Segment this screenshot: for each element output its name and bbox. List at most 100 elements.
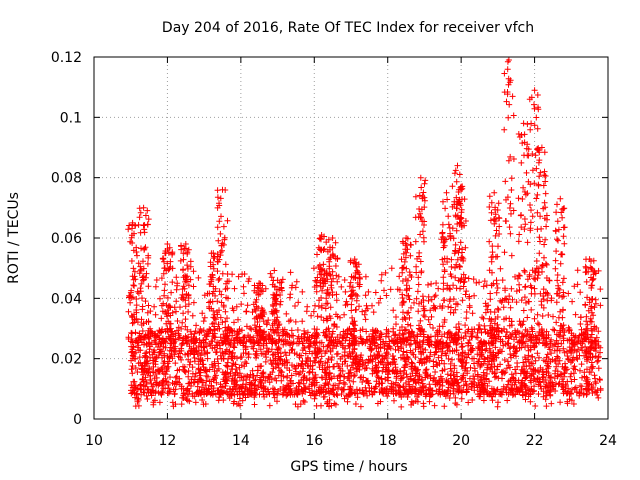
data-point (327, 347, 334, 354)
data-point (513, 385, 520, 392)
data-point (405, 378, 412, 385)
data-point (260, 391, 267, 397)
data-point (369, 302, 375, 309)
data-point (527, 219, 534, 226)
data-point (181, 368, 188, 375)
data-point (271, 267, 278, 274)
data-point (294, 335, 301, 342)
data-point (458, 352, 465, 359)
data-point (450, 390, 457, 397)
data-point (296, 380, 303, 387)
data-point (501, 70, 508, 77)
data-point (362, 273, 369, 280)
data-point (561, 370, 568, 376)
data-point (570, 401, 577, 407)
data-point (284, 374, 290, 381)
data-point (137, 229, 144, 236)
data-point (177, 354, 183, 361)
data-point (505, 381, 511, 388)
data-point (477, 339, 484, 346)
data-point (462, 322, 469, 329)
data-point (469, 397, 476, 403)
data-point (531, 87, 538, 94)
data-point (283, 310, 290, 317)
data-point (151, 303, 158, 310)
data-point (190, 379, 197, 386)
data-point (481, 322, 488, 329)
data-point (320, 343, 327, 350)
data-point (207, 342, 214, 349)
x-tick-label: 12 (159, 433, 177, 449)
data-point (415, 281, 422, 288)
data-point (195, 355, 202, 362)
data-point (507, 230, 514, 237)
data-point (462, 364, 469, 371)
data-point (521, 294, 528, 301)
data-point (499, 375, 505, 382)
data-point (544, 390, 550, 397)
data-point (162, 281, 168, 288)
data-point (534, 320, 541, 327)
data-point (344, 398, 351, 405)
data-point (347, 386, 354, 393)
data-point (303, 377, 310, 384)
data-point (554, 372, 561, 379)
data-point (138, 386, 145, 392)
data-point (480, 397, 487, 404)
data-point (204, 355, 211, 362)
data-point (409, 360, 416, 367)
data-point (428, 280, 435, 287)
data-point (538, 385, 545, 392)
data-point (405, 309, 412, 316)
data-point (278, 369, 285, 376)
data-point (134, 288, 141, 295)
data-point (555, 361, 562, 367)
data-point (322, 305, 329, 312)
data-point (480, 283, 487, 290)
data-point (198, 349, 205, 356)
data-point (214, 387, 221, 394)
data-point (496, 215, 503, 222)
data-point (595, 328, 602, 335)
data-point (408, 328, 415, 335)
data-point (577, 314, 584, 321)
data-point (531, 105, 538, 112)
data-point (293, 351, 300, 358)
data-point (397, 389, 403, 396)
data-point (148, 380, 155, 387)
data-point (342, 345, 348, 352)
data-point (151, 356, 158, 362)
data-point (520, 392, 526, 399)
data-point (439, 345, 446, 352)
data-point (541, 149, 548, 156)
data-point (337, 372, 344, 378)
data-point (413, 263, 420, 270)
data-point (562, 360, 568, 367)
data-point (200, 364, 207, 370)
data-point (568, 336, 575, 343)
data-point (220, 397, 227, 404)
data-point (255, 383, 262, 390)
data-point (326, 396, 333, 403)
data-point (555, 237, 561, 244)
data-point (514, 347, 521, 354)
data-point (508, 386, 515, 393)
data-point (451, 170, 458, 177)
data-point (486, 193, 493, 200)
data-point (444, 371, 451, 378)
data-point (459, 297, 466, 304)
data-point (301, 399, 308, 405)
data-point (415, 343, 422, 350)
data-point (522, 396, 529, 403)
data-point (437, 373, 444, 380)
data-point (526, 359, 532, 365)
data-point (190, 283, 197, 290)
data-point (588, 369, 594, 376)
data-point (341, 386, 348, 393)
data-point (536, 250, 543, 257)
data-point (478, 379, 485, 385)
data-point (167, 374, 173, 381)
data-point (351, 372, 358, 379)
data-point (372, 289, 379, 296)
data-point (360, 374, 367, 381)
